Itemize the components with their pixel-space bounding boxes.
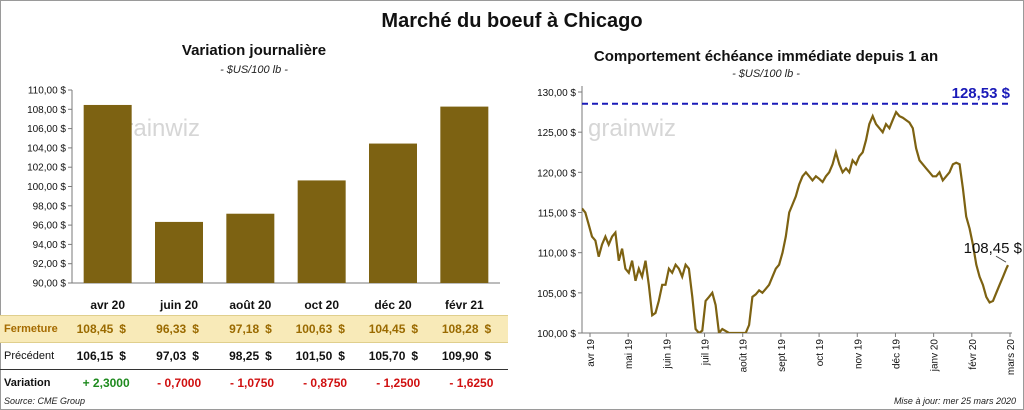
fermeture-currency: $ bbox=[119, 322, 126, 336]
variation-value: - 0,7000 bbox=[157, 376, 202, 390]
update-note: Mise à jour: mer 25 mars 2020 bbox=[893, 396, 1016, 406]
values-table: Fermeture 108,45 $ 96,33 $ 97,18 $ 100,63 $ … bbox=[0, 315, 508, 396]
line-x-tick-label: août 19 bbox=[739, 339, 750, 373]
precedent-currency: $ bbox=[411, 349, 419, 363]
precedent-currency: $ bbox=[484, 349, 492, 363]
source-note: Source: CME Group bbox=[4, 396, 86, 406]
fermeture-currency: $ bbox=[338, 322, 345, 336]
line-chart-unit: - $US/100 lb - bbox=[732, 68, 800, 80]
max-label: 128,53 $ bbox=[952, 85, 1011, 102]
bar-category-label: juin 20 bbox=[159, 298, 198, 312]
last-value-leader bbox=[995, 255, 1007, 263]
bar-chart-title: Variation journalière bbox=[181, 42, 327, 59]
bar-category-label: déc 20 bbox=[374, 298, 412, 312]
precedent-row: Précédent 106,15 $ 97,03 $ 98,25 $ 101,50 $ … bbox=[0, 343, 508, 370]
line-y-tick-label: 100,00 $ bbox=[537, 329, 576, 340]
fermeture-value: 104,45 bbox=[368, 322, 406, 336]
fermeture-value: 108,28 bbox=[441, 322, 479, 336]
bar-y-tick-label: 94,00 $ bbox=[33, 240, 67, 251]
line-x-tick-label: févr 20 bbox=[968, 339, 979, 370]
precedent-value: 106,15 bbox=[76, 349, 114, 363]
bar-y-tick-label: 100,00 $ bbox=[27, 182, 66, 193]
line-y-tick-label: 130,00 $ bbox=[537, 88, 576, 99]
bar bbox=[297, 180, 346, 283]
precedent-currency: $ bbox=[192, 349, 199, 363]
line-y-tick-label: 110,00 $ bbox=[538, 249, 577, 260]
line-x-tick-label: mai 19 bbox=[624, 339, 635, 369]
fermeture-currency: $ bbox=[192, 322, 199, 336]
line-chart-title: Comportement échéance immédiate depuis 1… bbox=[593, 48, 939, 65]
precedent-value: 98,25 bbox=[229, 349, 260, 363]
variation-value: - 1,0750 bbox=[230, 376, 275, 390]
bar-y-tick-label: 102,00 $ bbox=[27, 163, 66, 174]
precedent-value: 105,70 bbox=[368, 349, 406, 363]
bar-y-tick-label: 92,00 $ bbox=[33, 259, 67, 270]
bar-y-tick-label: 110,00 $ bbox=[28, 86, 67, 97]
bar-category-label: févr 21 bbox=[445, 298, 484, 312]
variation-value: - 0,8750 bbox=[303, 376, 348, 390]
variation-label: Variation bbox=[4, 377, 51, 389]
fermeture-value: 100,63 bbox=[295, 322, 333, 336]
watermark: grainwiz bbox=[588, 115, 676, 142]
bar-category-label: août 20 bbox=[229, 298, 271, 312]
last-value-label: 108,45 $ bbox=[964, 240, 1023, 257]
fermeture-currency: $ bbox=[484, 322, 492, 336]
precedent-currency: $ bbox=[265, 349, 272, 363]
bar-category-label: avr 20 bbox=[90, 298, 125, 312]
line-x-tick-label: nov 19 bbox=[853, 339, 864, 369]
precedent-value: 97,03 bbox=[156, 349, 187, 363]
bar bbox=[155, 221, 203, 283]
bar-y-tick-label: 90,00 $ bbox=[33, 279, 67, 290]
bar-y-tick-label: 96,00 $ bbox=[33, 221, 67, 232]
bar bbox=[369, 143, 417, 283]
line-x-tick-label: avr 19 bbox=[586, 339, 597, 367]
line-x-tick-label: oct 19 bbox=[815, 339, 826, 367]
bar-category-label: oct 20 bbox=[304, 298, 339, 312]
precedent-currency: $ bbox=[119, 349, 126, 363]
line-y-tick-label: 105,00 $ bbox=[537, 289, 576, 300]
bar-y-tick-label: 98,00 $ bbox=[33, 201, 67, 212]
fermeture-value: 97,18 bbox=[229, 322, 260, 336]
line-x-tick-label: juil 19 bbox=[701, 339, 712, 367]
bar bbox=[83, 104, 132, 284]
price-series-line bbox=[582, 110, 1009, 333]
precedent-label: Précédent bbox=[4, 350, 55, 362]
line-y-tick-label: 125,00 $ bbox=[537, 128, 576, 139]
line-y-tick-label: 120,00 $ bbox=[537, 168, 576, 179]
bar-y-tick-label: 106,00 $ bbox=[27, 124, 66, 135]
precedent-value: 109,90 bbox=[441, 349, 479, 363]
fermeture-row: Fermeture 108,45 $ 96,33 $ 97,18 $ 100,63 $ … bbox=[0, 315, 508, 343]
variation-value: - 1,6250 bbox=[449, 376, 494, 390]
line-x-tick-label: juin 19 bbox=[662, 339, 673, 370]
main-title: Marché du boeuf à Chicago bbox=[381, 10, 643, 32]
line-x-tick-label: sept 19 bbox=[777, 339, 788, 372]
fermeture-label: Fermeture bbox=[4, 323, 58, 335]
bar-y-tick-label: 104,00 $ bbox=[27, 143, 66, 154]
variation-value: - 1,2500 bbox=[376, 376, 421, 390]
line-x-tick-label: déc 19 bbox=[891, 339, 902, 369]
line-x-tick-label: janv 20 bbox=[930, 339, 941, 373]
precedent-currency: $ bbox=[338, 349, 345, 363]
variation-value: + 2,3000 bbox=[82, 376, 130, 390]
bar-y-tick-label: 108,00 $ bbox=[27, 105, 66, 116]
bar bbox=[440, 106, 489, 284]
fermeture-value: 108,45 bbox=[76, 322, 114, 336]
line-x-tick-label: mars 20 bbox=[1006, 339, 1017, 376]
line-y-tick-label: 115,00 $ bbox=[538, 209, 577, 220]
precedent-value: 101,50 bbox=[295, 349, 333, 363]
fermeture-value: 96,33 bbox=[156, 322, 187, 336]
bar-chart-unit: - $US/100 lb - bbox=[220, 64, 288, 76]
fermeture-currency: $ bbox=[265, 322, 272, 336]
variation-row: Variation + 2,3000 - 0,7000 - 1,0750 - 0… bbox=[0, 369, 508, 397]
bar bbox=[226, 213, 275, 283]
fermeture-currency: $ bbox=[411, 322, 419, 336]
